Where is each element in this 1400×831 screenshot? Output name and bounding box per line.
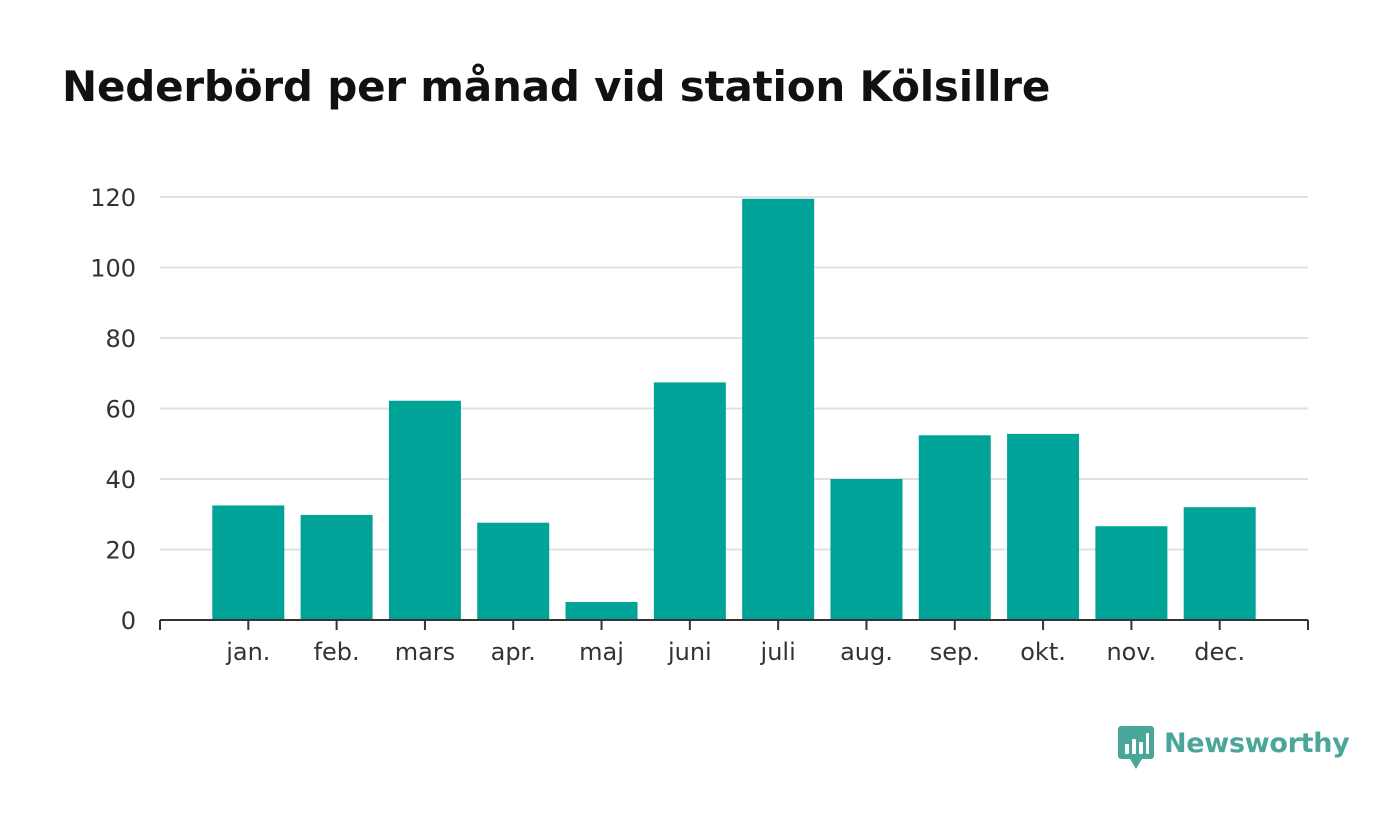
x-tick-label: okt. (1020, 638, 1066, 666)
newsworthy-logo-icon (1118, 726, 1154, 769)
y-tick-labels: 0 20 40 60 80 100 120 (90, 184, 136, 635)
x-tick-label: nov. (1106, 638, 1156, 666)
newsworthy-brand: Newsworthy (1118, 726, 1350, 772)
y-tick-label: 80 (105, 325, 136, 353)
x-tick-label: juli (760, 638, 796, 666)
bar-okt (1007, 433, 1080, 620)
x-tick-label: sep. (930, 638, 980, 666)
x-tick-labels: jan. feb. mars apr. maj juni juli aug. sep. okt. n… (225, 638, 1245, 666)
x-tick-label: aug. (840, 638, 893, 666)
bar-sep (918, 435, 991, 620)
bar-mars (388, 400, 461, 620)
x-tick-label: feb. (314, 638, 360, 666)
bar-juli (742, 198, 815, 620)
x-tick-label: jan. (225, 638, 270, 666)
bar-aug (830, 479, 903, 620)
bar-dec (1183, 507, 1256, 620)
x-axis (159, 619, 1309, 630)
y-tick-label: 20 (105, 537, 136, 565)
x-tick-label: mars (395, 638, 455, 666)
x-tick-label: apr. (491, 638, 536, 666)
brand-name: Newsworthy (1164, 728, 1350, 759)
bar-apr (477, 522, 550, 620)
x-tick-label: dec. (1194, 638, 1245, 666)
bars (212, 198, 1256, 620)
bar-nov (1095, 526, 1168, 620)
bar-maj (565, 602, 638, 620)
y-tick-label: 100 (90, 255, 136, 283)
x-tick-label: juni (667, 638, 712, 666)
y-tick-label: 0 (121, 607, 136, 635)
gridlines (160, 196, 1308, 551)
y-tick-label: 40 (105, 466, 136, 494)
bar-feb (300, 514, 373, 620)
bar-jan (212, 505, 285, 620)
y-tick-label: 120 (90, 184, 136, 212)
x-tick-label: maj (579, 638, 624, 666)
y-tick-label: 60 (105, 396, 136, 424)
chart-title: Nederbörd per månad vid station Kölsillr… (62, 62, 1051, 111)
bar-juni (653, 382, 726, 620)
